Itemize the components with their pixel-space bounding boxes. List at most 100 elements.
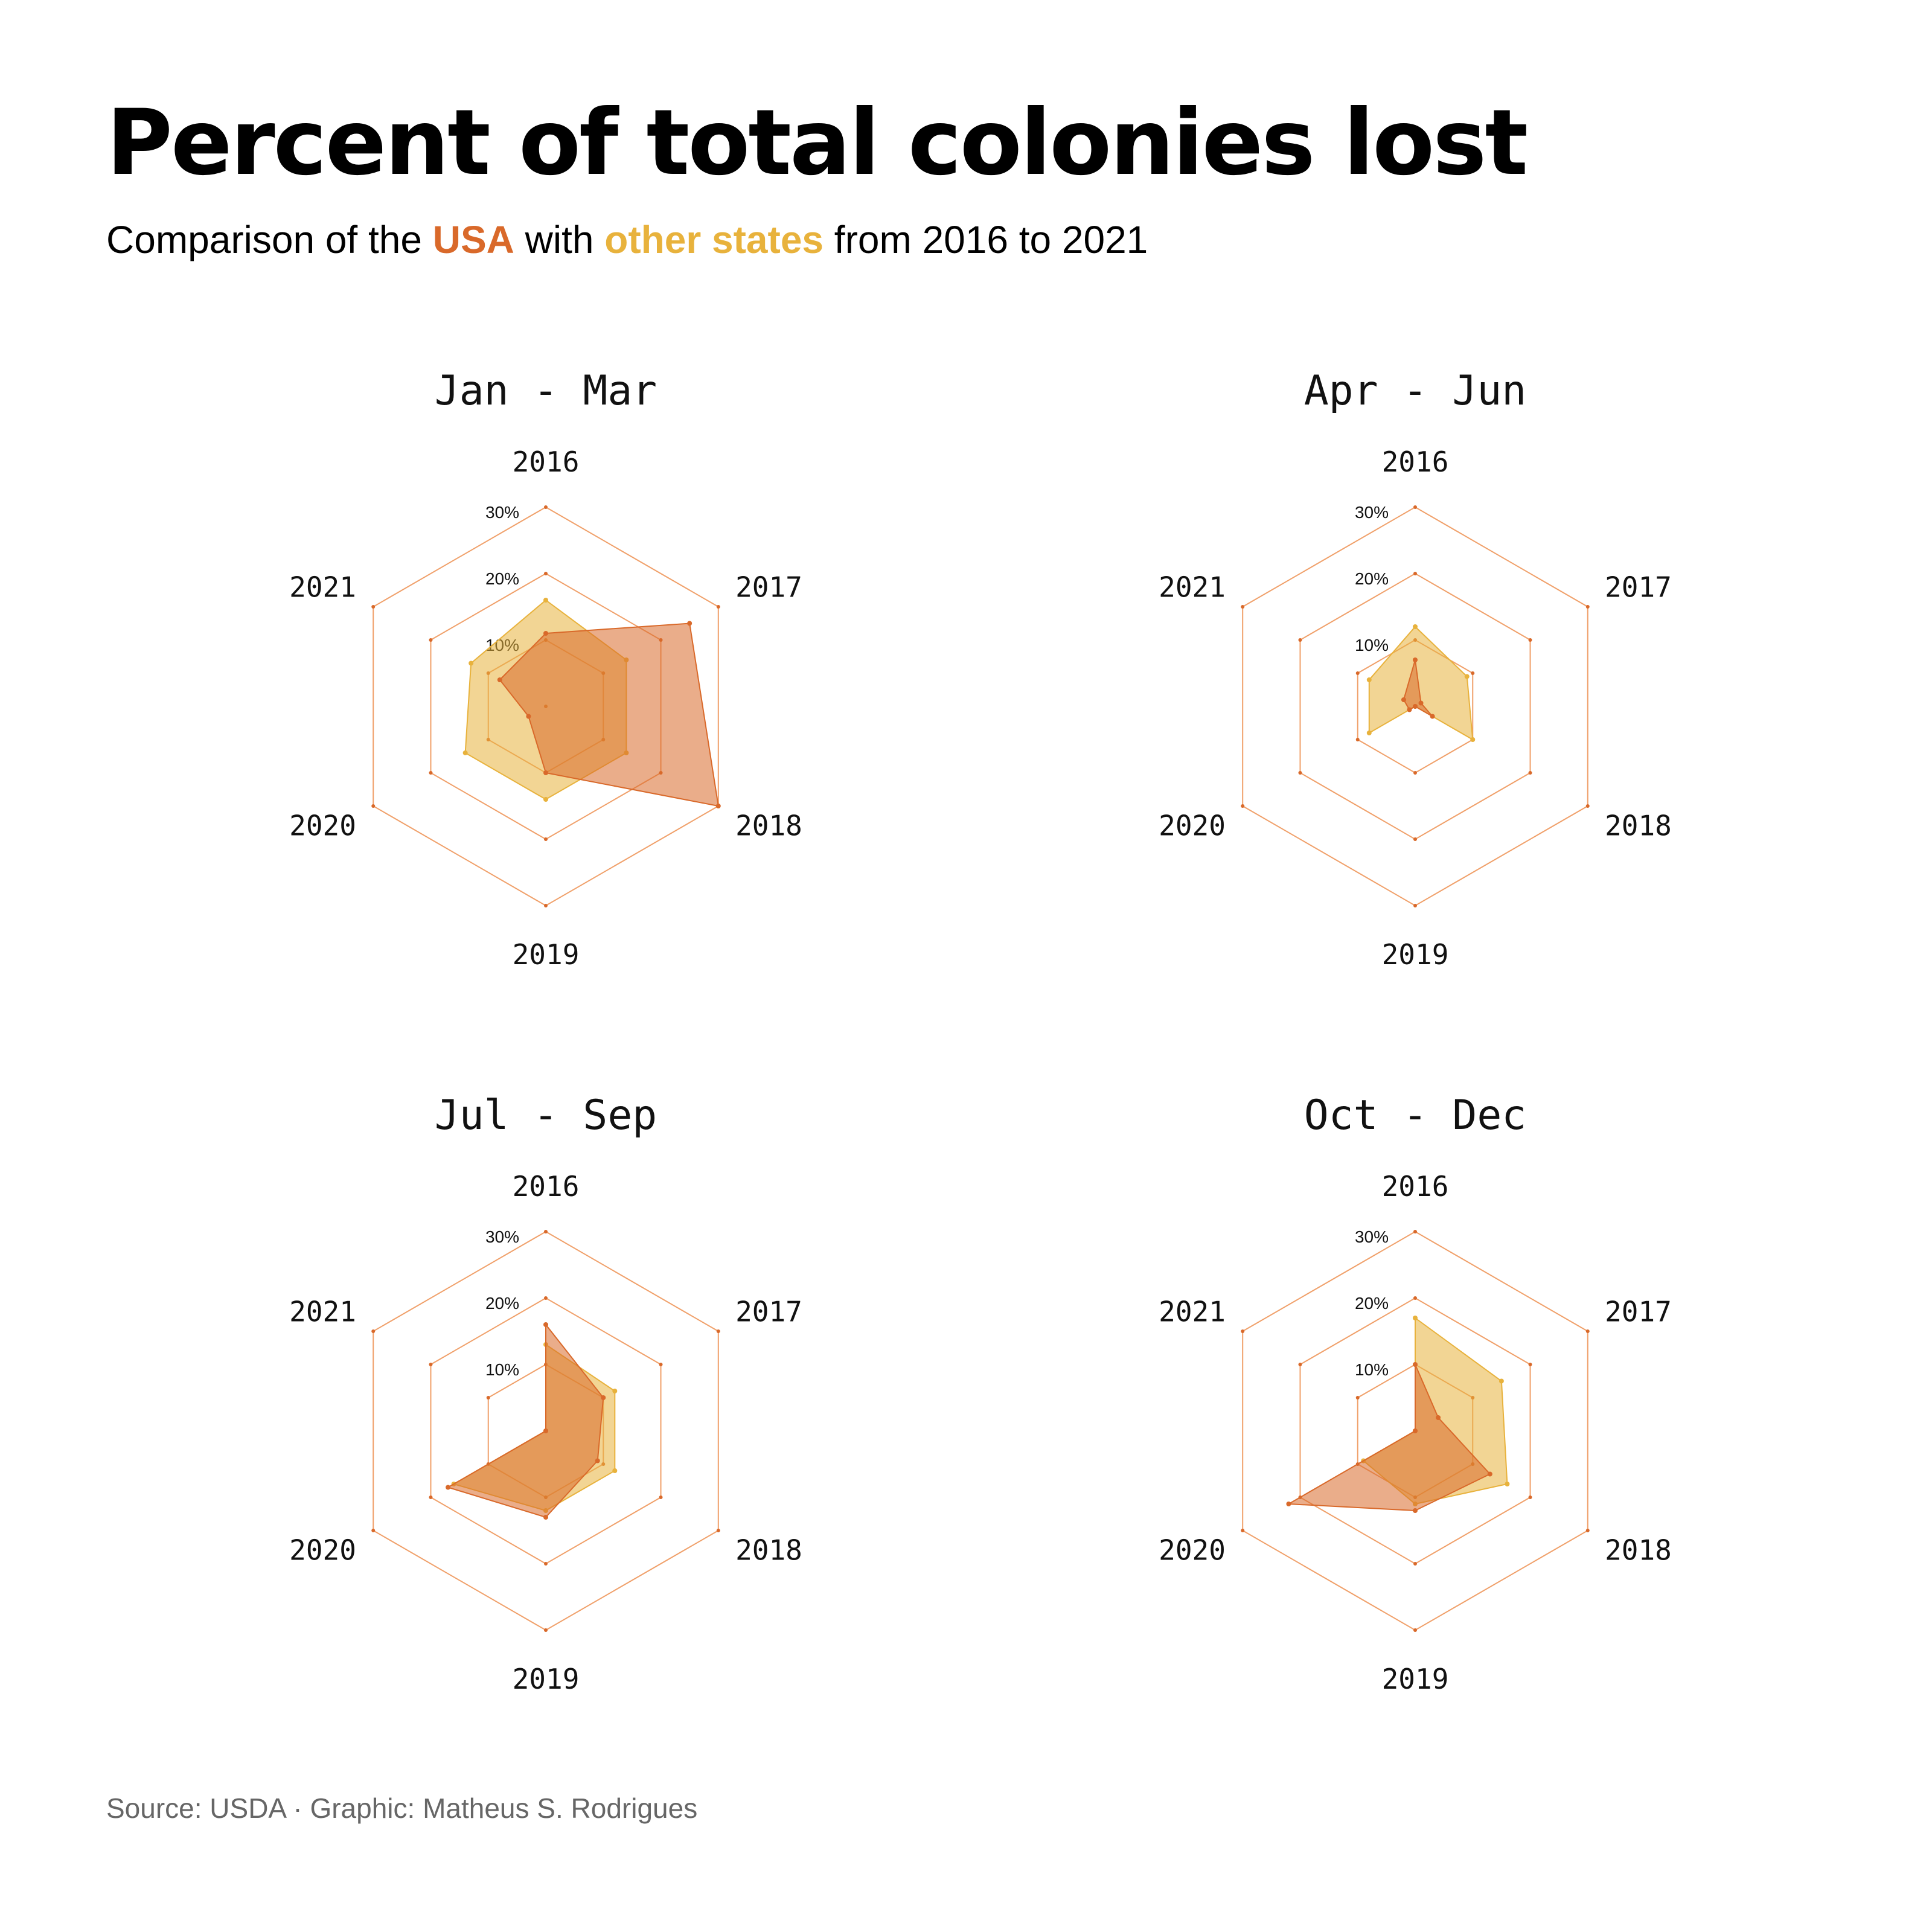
usa-point <box>1413 1508 1418 1513</box>
axis-label-2018: 2018 <box>735 1534 802 1567</box>
grid-vertex-dot <box>1585 605 1590 609</box>
grid-vertex-dot <box>1413 1296 1417 1300</box>
panel-title-apr-jun: Apr - Jun <box>1304 367 1526 415</box>
usa-point <box>1407 707 1412 712</box>
usa-point <box>1418 700 1424 706</box>
axis-label-2017: 2017 <box>1605 1296 1672 1328</box>
axis-label-2018: 2018 <box>1605 810 1672 842</box>
ring-label-apr-jun: 30% <box>1355 503 1389 522</box>
other-states-point <box>543 797 548 802</box>
axis-label-2017: 2017 <box>735 571 802 604</box>
axis-label-2020: 2020 <box>1159 1534 1226 1567</box>
page-title: Percent of total colonies lost <box>106 91 1528 196</box>
other-states-point <box>612 1468 618 1473</box>
grid-vertex-dot <box>1241 804 1245 808</box>
grid-vertex-dot <box>1298 1363 1302 1366</box>
grid-vertex-dot <box>1241 1329 1245 1333</box>
other-states-point <box>462 750 468 755</box>
usa-point <box>1413 1362 1418 1367</box>
usa-point <box>1413 704 1418 709</box>
axis-label-2018: 2018 <box>1605 1534 1672 1567</box>
grid-vertex-dot <box>716 1329 720 1333</box>
other-states-point <box>1366 677 1372 682</box>
ring-label-oct-dec: 10% <box>1355 1360 1389 1379</box>
axis-label-2021: 2021 <box>289 1296 356 1328</box>
grid-vertex-dot <box>1528 771 1532 775</box>
ring-label-jan-mar: 20% <box>485 569 519 588</box>
axis-label-2019: 2019 <box>513 1663 580 1695</box>
usa-point <box>595 1458 600 1463</box>
grid-vertex-dot <box>544 1628 548 1632</box>
ring-label-oct-dec: 30% <box>1355 1227 1389 1246</box>
usa-point <box>1401 697 1406 702</box>
usa-point <box>497 677 502 682</box>
axis-label-2017: 2017 <box>735 1296 802 1328</box>
grid-vertex-dot <box>544 837 548 841</box>
other-states-point <box>1470 737 1476 742</box>
grid-vertex-dot <box>1413 1562 1417 1566</box>
usa-point <box>543 1428 548 1433</box>
usa-point <box>1430 714 1435 719</box>
axis-label-2020: 2020 <box>289 810 356 842</box>
grid-vertex-dot <box>544 1296 548 1300</box>
other-states-point <box>1413 1316 1418 1320</box>
other-states-point <box>1366 731 1372 735</box>
grid-vertex-dot <box>429 771 433 775</box>
grid-vertex-dot <box>1413 771 1417 775</box>
subtitle-middle: with <box>525 218 594 261</box>
grid-vertex-dot <box>544 572 548 575</box>
grid-vertex-dot <box>1528 638 1532 642</box>
grid-vertex-dot <box>429 1363 433 1366</box>
axis-label-2021: 2021 <box>1159 1296 1226 1328</box>
grid-vertex-dot <box>1298 638 1302 642</box>
axis-label-2017: 2017 <box>1605 571 1672 604</box>
other-states-point <box>469 661 474 666</box>
subtitle-suffix: from 2016 to 2021 <box>834 218 1148 261</box>
grid-vertex-dot <box>429 638 433 642</box>
ring-label-jul-sep: 20% <box>485 1294 519 1313</box>
grid-vertex-dot <box>1585 1329 1590 1333</box>
grid-vertex-dot <box>1355 671 1360 675</box>
grid-vertex-dot <box>486 1396 490 1399</box>
usa-point <box>687 621 693 626</box>
grid-vertex-dot <box>1413 505 1417 509</box>
usa-point <box>715 804 721 808</box>
grid-vertex-dot <box>1413 1230 1417 1233</box>
grid-vertex-dot <box>659 1495 663 1499</box>
axis-label-2019: 2019 <box>1382 938 1449 971</box>
grid-vertex-dot <box>1585 1529 1590 1532</box>
grid-vertex-dot <box>371 1529 376 1532</box>
ring-label-jan-mar: 30% <box>485 503 519 522</box>
grid-vertex-dot <box>659 1363 663 1366</box>
grid-vertex-dot <box>544 904 548 907</box>
grid-vertex-dot <box>1528 1495 1532 1499</box>
grid-vertex-dot <box>1298 771 1302 775</box>
usa-point <box>543 1322 548 1327</box>
axis-label-2016: 2016 <box>1382 1170 1449 1203</box>
subtitle-usa: USA <box>432 218 514 261</box>
other-states-point <box>1413 624 1418 629</box>
usa-point <box>543 770 548 775</box>
panel-title-jan-mar: Jan - Mar <box>435 367 657 415</box>
usa-point <box>1487 1471 1492 1477</box>
axis-label-2016: 2016 <box>513 1170 580 1203</box>
usa-point <box>1413 1428 1418 1433</box>
axis-label-2020: 2020 <box>1159 810 1226 842</box>
grid-vertex-dot <box>371 605 376 609</box>
ring-label-apr-jun: 10% <box>1355 636 1389 654</box>
grid-vertex-dot <box>544 505 548 509</box>
panel-title-jul-sep: Jul - Sep <box>435 1092 657 1139</box>
grid-vertex-dot <box>1528 1363 1532 1366</box>
usa-point <box>1413 657 1418 662</box>
other-states-point <box>612 1389 618 1393</box>
grid-vertex-dot <box>1413 904 1417 907</box>
grid-vertex-dot <box>544 1230 548 1233</box>
usa-point <box>543 1515 548 1520</box>
other-states-point <box>1464 674 1470 679</box>
ring-label-apr-jun: 20% <box>1355 569 1389 588</box>
subtitle-prefix: Comparison of the <box>106 218 422 261</box>
page-subtitle: Comparison of the USA with other states … <box>106 217 1148 262</box>
other-states-point <box>543 598 548 603</box>
axis-label-2021: 2021 <box>289 571 356 604</box>
usa-point <box>446 1485 451 1490</box>
